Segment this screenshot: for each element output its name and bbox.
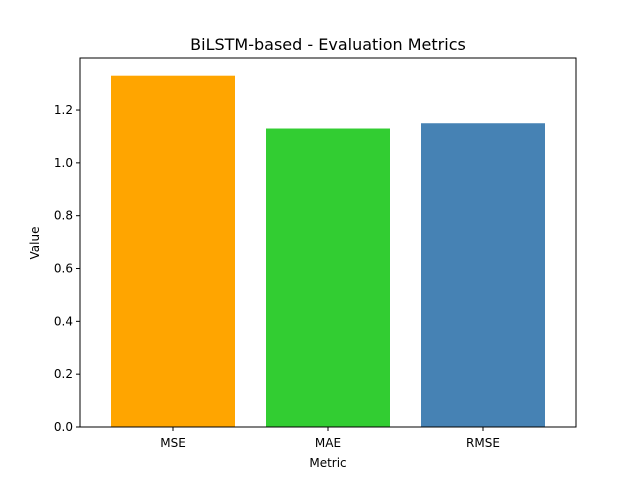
x-tick-label: RMSE bbox=[466, 436, 500, 450]
y-tick-label: 0.0 bbox=[54, 420, 73, 434]
bar-rmse bbox=[421, 123, 545, 428]
y-axis-ticks: 0.0 0.2 0.4 0.6 0.8 1.0 1.2 bbox=[54, 103, 80, 434]
x-tick-label: MAE bbox=[315, 436, 341, 450]
bar-mae bbox=[266, 128, 390, 427]
y-tick-label: 0.6 bbox=[54, 262, 73, 276]
y-tick-label: 1.2 bbox=[54, 103, 73, 117]
plot-frame bbox=[79, 57, 577, 428]
x-axis-ticks: MSE MAE RMSE bbox=[160, 427, 500, 450]
bars-group bbox=[111, 75, 545, 428]
y-tick-label: 0.4 bbox=[54, 314, 73, 328]
y-tick-label: 1.0 bbox=[54, 156, 73, 170]
y-axis-label: Value bbox=[28, 227, 42, 260]
y-tick-label: 0.2 bbox=[54, 367, 73, 381]
x-tick-label: MSE bbox=[160, 436, 186, 450]
x-axis-label: Metric bbox=[309, 456, 346, 470]
bar-mse bbox=[111, 75, 235, 427]
y-tick-label: 0.8 bbox=[54, 209, 73, 223]
chart-title: BiLSTM-based - Evaluation Metrics bbox=[190, 35, 466, 54]
